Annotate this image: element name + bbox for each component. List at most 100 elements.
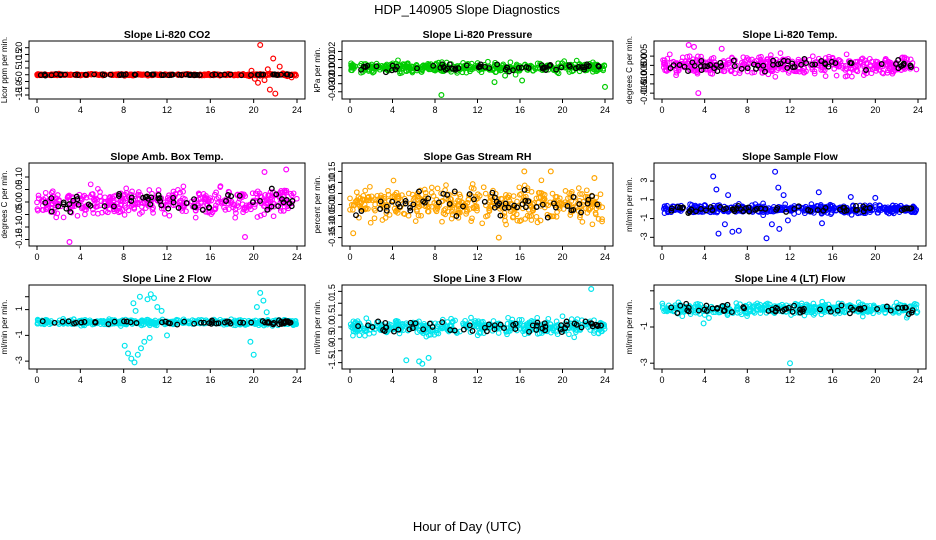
reference-point bbox=[402, 200, 409, 207]
data-point bbox=[42, 318, 49, 324]
data-point bbox=[161, 210, 168, 217]
y-tick-label: -0.10 bbox=[14, 216, 24, 237]
reference-point bbox=[257, 198, 263, 204]
y-tick-label: 0.01 bbox=[327, 50, 337, 68]
reference-point bbox=[730, 57, 737, 64]
data-point bbox=[809, 64, 816, 71]
reference-point bbox=[181, 318, 188, 325]
data-point bbox=[257, 289, 264, 296]
reference-point bbox=[123, 318, 130, 325]
y-tick-label: 20 bbox=[14, 42, 24, 52]
data-point bbox=[74, 212, 81, 219]
reference-point bbox=[191, 203, 198, 210]
reference-point bbox=[774, 204, 781, 211]
data-point bbox=[191, 317, 198, 324]
data-point bbox=[251, 75, 258, 82]
reference-point bbox=[578, 209, 585, 216]
data-point bbox=[134, 351, 141, 358]
reference-point bbox=[707, 204, 714, 211]
data-point bbox=[784, 206, 790, 213]
reference-point bbox=[526, 328, 533, 335]
x-tick-label: 4 bbox=[390, 252, 395, 262]
data-point bbox=[158, 205, 165, 212]
y-axis-label: ml/min per min. bbox=[313, 300, 322, 355]
reference-point bbox=[668, 205, 675, 212]
data-point bbox=[117, 198, 123, 205]
data-point bbox=[533, 195, 540, 202]
reference-point bbox=[801, 55, 808, 62]
data-point bbox=[131, 359, 138, 366]
data-point bbox=[142, 205, 149, 211]
data-point bbox=[791, 211, 797, 217]
data-point bbox=[425, 61, 431, 67]
data-point bbox=[504, 325, 510, 332]
data-point bbox=[679, 313, 686, 320]
data-point bbox=[351, 65, 357, 72]
data-point bbox=[372, 201, 378, 208]
data-point bbox=[144, 296, 151, 303]
reference-point bbox=[820, 207, 827, 214]
x-tick-label: 4 bbox=[390, 105, 395, 115]
data-point bbox=[151, 295, 158, 302]
data-point bbox=[34, 206, 41, 212]
x-tick-label: 12 bbox=[472, 105, 482, 115]
data-point bbox=[385, 187, 391, 194]
data-point bbox=[253, 304, 260, 311]
data-point bbox=[130, 300, 137, 307]
data-point bbox=[890, 68, 897, 75]
data-point bbox=[261, 211, 267, 218]
reference-point bbox=[541, 320, 548, 327]
data-point bbox=[233, 210, 239, 216]
data-point bbox=[752, 302, 758, 308]
data-point bbox=[376, 64, 383, 71]
data-point bbox=[180, 188, 186, 195]
reference-point bbox=[66, 201, 73, 208]
reference-point bbox=[236, 192, 243, 199]
reference-point bbox=[799, 308, 806, 315]
y-tick-label: 0.10 bbox=[14, 167, 24, 185]
reference-point bbox=[784, 64, 791, 71]
y-tick-label: 0.05 bbox=[14, 180, 24, 198]
reference-point bbox=[838, 302, 845, 309]
reference-point bbox=[48, 208, 55, 215]
reference-point bbox=[533, 204, 540, 210]
data-point bbox=[449, 206, 456, 212]
data-point bbox=[522, 216, 529, 222]
reference-point bbox=[452, 66, 459, 73]
data-point bbox=[401, 61, 408, 68]
data-point bbox=[370, 63, 377, 70]
y-tick-label: -0.5 bbox=[327, 330, 337, 346]
y-tick-label: -3 bbox=[14, 356, 24, 364]
reference-point bbox=[183, 200, 190, 206]
data-point bbox=[595, 330, 602, 337]
data-point bbox=[547, 168, 554, 175]
data-point bbox=[247, 338, 254, 345]
y-tick-label: 0.00 bbox=[14, 192, 24, 210]
data-point bbox=[583, 187, 590, 194]
data-point bbox=[865, 66, 872, 73]
reference-point bbox=[544, 214, 551, 221]
reference-point bbox=[486, 65, 493, 72]
reference-point bbox=[584, 200, 591, 207]
data-point bbox=[252, 190, 259, 197]
x-tick-label: 20 bbox=[557, 375, 567, 385]
data-point bbox=[183, 208, 189, 215]
reference-point bbox=[382, 69, 389, 76]
data-point bbox=[507, 59, 514, 66]
data-point bbox=[422, 189, 429, 196]
reference-point bbox=[170, 194, 177, 201]
y-tick-label: -3 bbox=[639, 232, 649, 240]
reference-point bbox=[698, 205, 704, 212]
reference-point bbox=[593, 321, 600, 328]
reference-point bbox=[849, 306, 856, 313]
y-tick-label: 0.005 bbox=[639, 44, 649, 67]
x-tick-label: 4 bbox=[78, 105, 83, 115]
data-point bbox=[135, 199, 141, 206]
data-point bbox=[428, 331, 434, 338]
data-point bbox=[760, 212, 767, 219]
data-point bbox=[840, 62, 846, 69]
data-point bbox=[662, 205, 669, 211]
data-point bbox=[138, 345, 145, 352]
reference-point bbox=[494, 61, 501, 68]
